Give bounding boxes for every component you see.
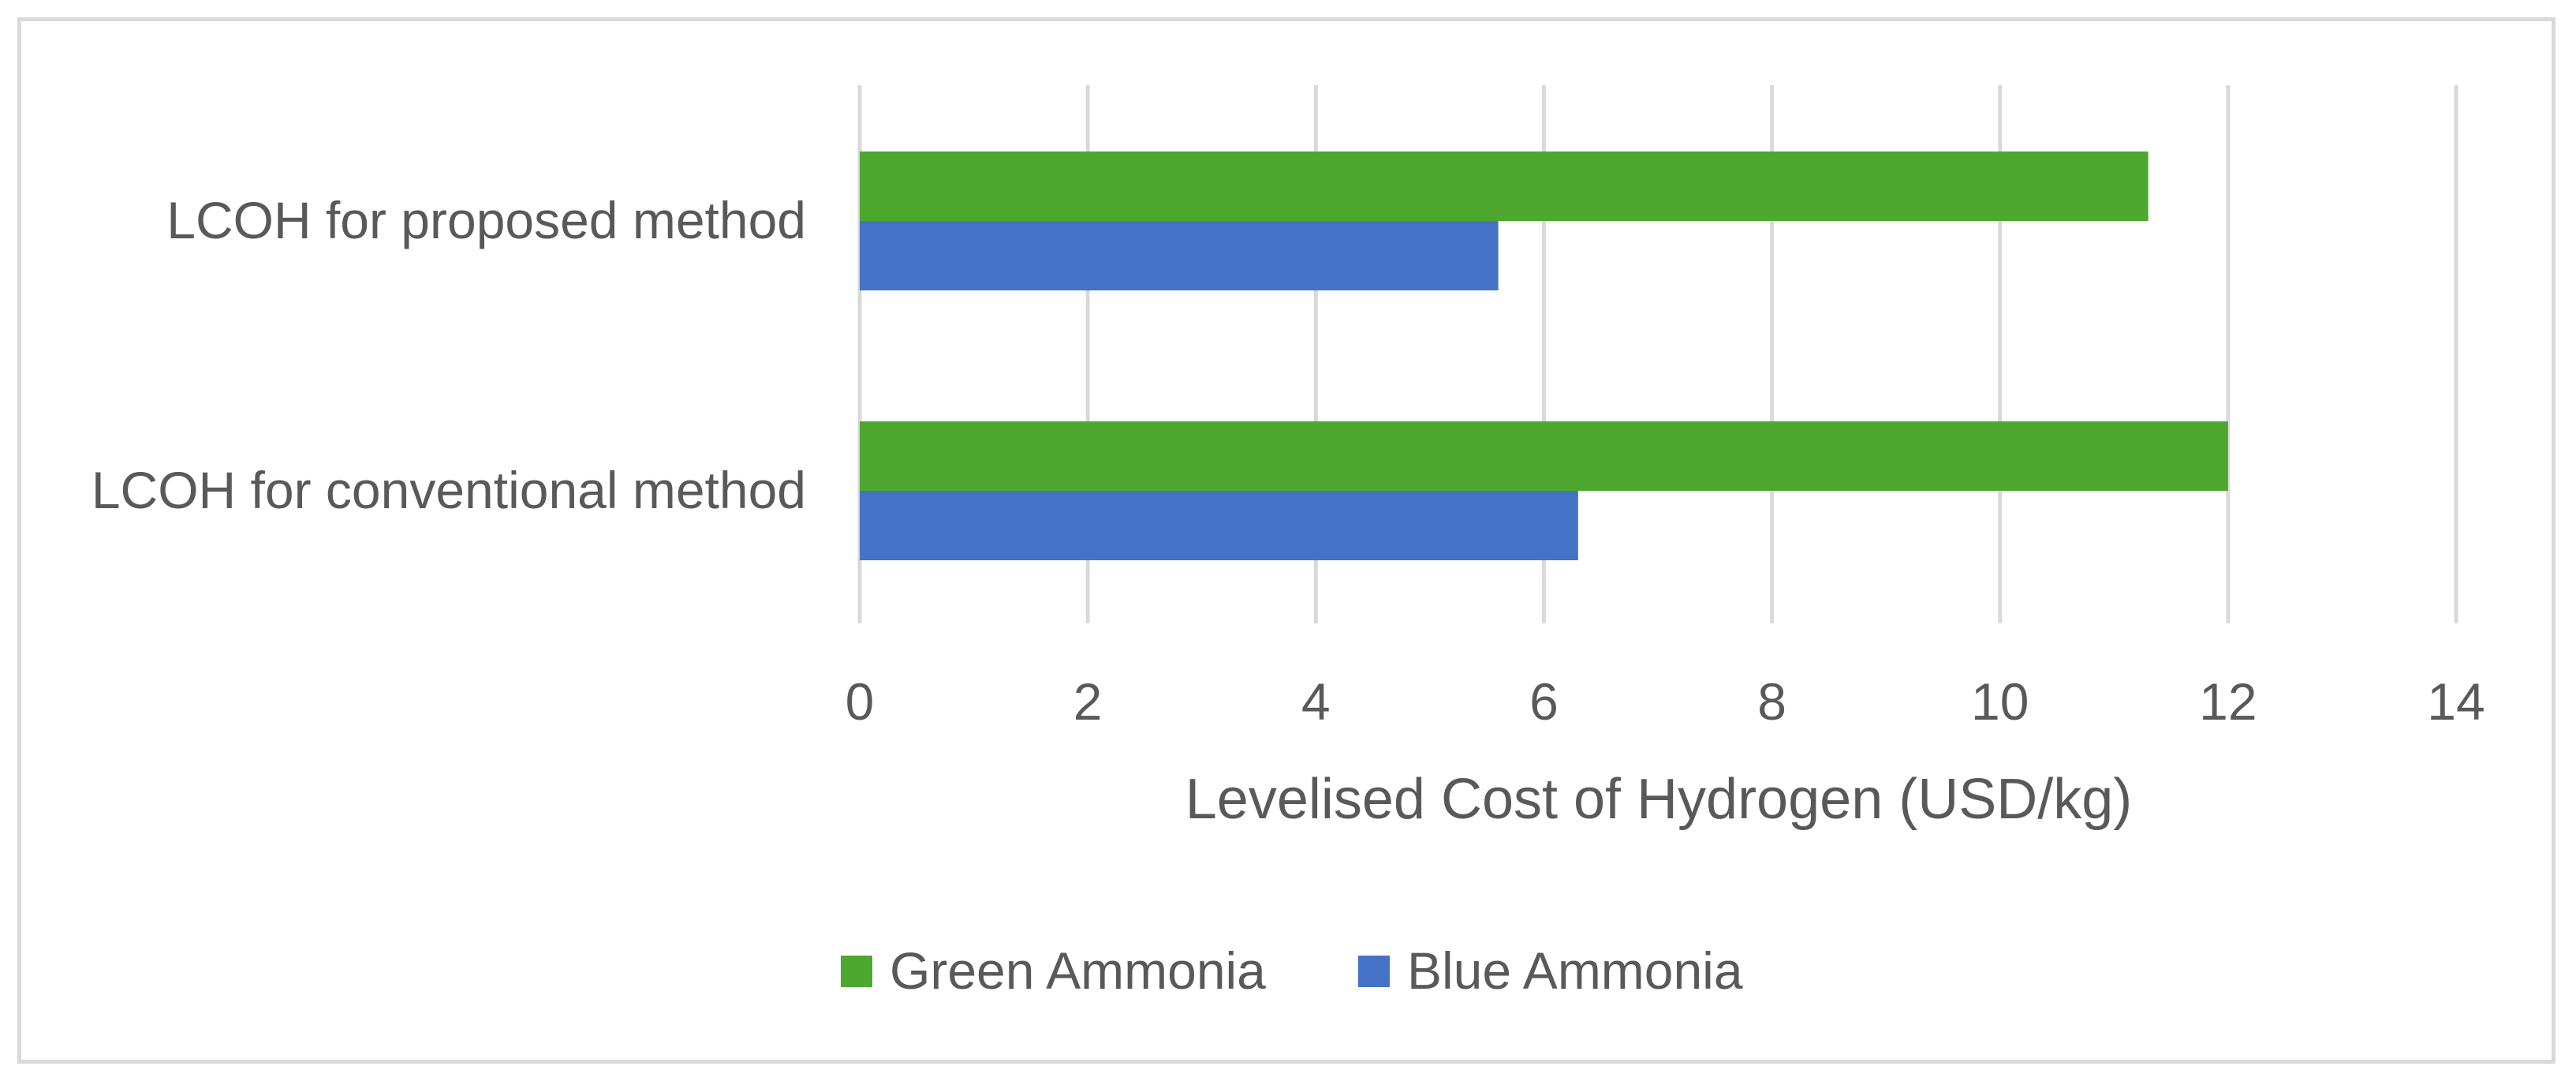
legend: Green Ammonia Blue Ammonia <box>841 941 1743 1000</box>
bar-blue-ammonia-0 <box>860 221 1499 290</box>
x-axis-title: Levelised Cost of Hydrogen (USD/kg) <box>1185 768 2133 831</box>
x-tick-label-4: 8 <box>1757 672 1786 731</box>
x-tick-label-7: 14 <box>2427 672 2485 731</box>
x-tick-label-5: 10 <box>1971 672 2029 731</box>
x-tick-label-3: 6 <box>1529 672 1559 731</box>
legend-swatch-blue-ammonia <box>1358 956 1390 987</box>
category-labels: LCOH for proposed method LCOH for convent… <box>91 191 806 519</box>
bar-green-ammonia-0 <box>860 152 2149 221</box>
x-tick-label-6: 12 <box>2199 672 2257 731</box>
x-tick-label-0: 0 <box>846 672 875 731</box>
category-label-0: LCOH for proposed method <box>166 191 806 249</box>
x-tick-label-1: 2 <box>1073 672 1103 731</box>
legend-label-blue-ammonia: Blue Ammonia <box>1407 941 1743 1000</box>
bar-green-ammonia-1 <box>860 421 2228 491</box>
legend-swatch-green-ammonia <box>841 956 872 987</box>
bars <box>860 152 2228 560</box>
x-tick-labels: 0 2 4 6 8 10 12 14 <box>846 672 2485 731</box>
category-label-1: LCOH for conventional method <box>91 461 806 519</box>
x-tick-label-2: 4 <box>1301 672 1331 731</box>
legend-label-green-ammonia: Green Ammonia <box>890 941 1266 1000</box>
bar-blue-ammonia-1 <box>860 491 1578 560</box>
